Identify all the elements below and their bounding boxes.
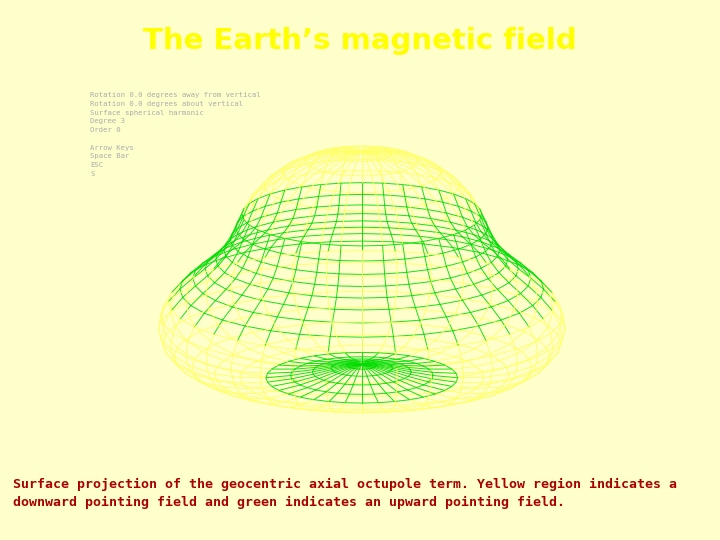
Text: Rotation 0.0 degrees away from vertical
Rotation 0.0 degrees about vertical
Surf: Rotation 0.0 degrees away from vertical … bbox=[91, 92, 261, 177]
Text: Surface projection of the geocentric axial octupole term. Yellow region indicate: Surface projection of the geocentric axi… bbox=[13, 478, 677, 509]
Text: The Earth’s magnetic field: The Earth’s magnetic field bbox=[143, 27, 577, 55]
